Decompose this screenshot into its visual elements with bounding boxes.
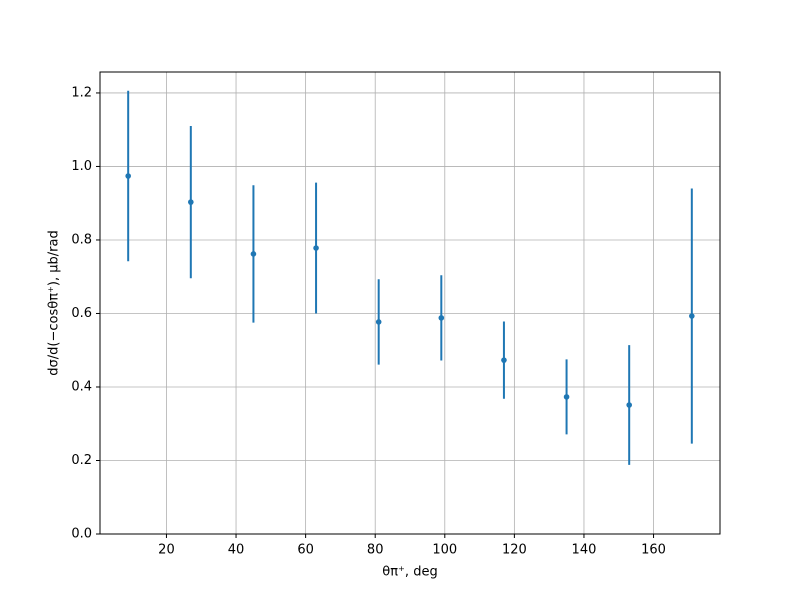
data-point [313, 245, 319, 251]
data-point [626, 402, 632, 408]
y-tick-label: 0.0 [71, 527, 92, 542]
data-point [125, 173, 131, 179]
x-tick-label: 80 [367, 543, 384, 558]
x-tick-label: 20 [158, 543, 175, 558]
data-point [689, 313, 695, 319]
y-tick-label: 0.4 [71, 379, 92, 394]
x-tick-label: 100 [432, 543, 457, 558]
x-tick-label: 40 [228, 543, 245, 558]
data-point [438, 315, 445, 321]
y-axis-label: dσ/d(−cosθπ⁺), μb/rad [47, 230, 62, 375]
axes-frame [99, 71, 721, 535]
plot-area [125, 90, 695, 465]
data-point [250, 251, 257, 257]
x-tick-label: 140 [572, 543, 597, 558]
x-tick-label: 120 [502, 543, 527, 558]
data-point [501, 357, 507, 363]
y-tick-label: 0.6 [71, 306, 92, 321]
x-tick-label: 160 [641, 543, 666, 558]
data-point [563, 394, 570, 400]
y-tick-label: 0.8 [71, 232, 92, 247]
y-tick-label: 1.0 [71, 159, 92, 174]
x-tick-label: 60 [297, 543, 314, 558]
grid [100, 72, 720, 535]
data-point [375, 319, 382, 325]
y-tick-label: 0.2 [71, 453, 92, 468]
x-axis-label: θπ⁺, deg [382, 565, 437, 580]
y-tick-label: 1.2 [71, 85, 92, 100]
data-point [188, 199, 194, 205]
